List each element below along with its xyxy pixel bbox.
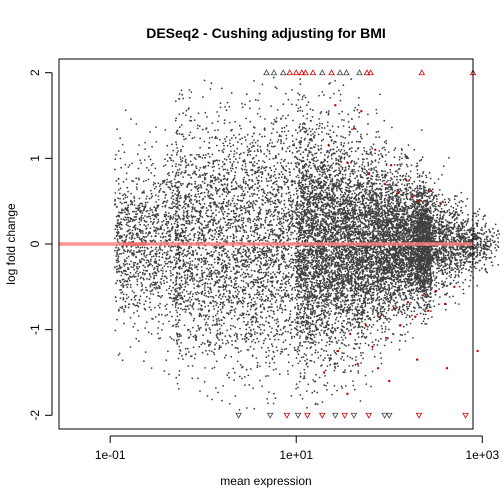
clipped-top-marker [363,69,371,76]
significant-point [421,294,424,297]
significant-point [374,148,377,151]
y-tick-label: 2 [28,69,42,76]
significant-point [386,337,389,340]
clipped-bottom-marker [294,412,302,419]
clipped-top-marker [263,69,270,76]
clipped-bottom-marker [365,412,373,419]
y-tick-label: 1 [28,155,42,162]
significant-point [346,392,349,396]
significant-point [406,301,410,304]
clipped-top-marker [328,69,335,76]
significant-point [388,379,391,383]
plot-frame [58,58,474,430]
x-tick-label: 1e+03 [465,448,499,462]
y-tick-label: -1 [28,324,42,335]
clipped-top-marker [343,69,350,76]
significant-point [443,302,447,306]
clipped-bottom-marker [385,412,393,419]
x-axis-label: mean expression [220,474,311,488]
significant-point [399,324,402,327]
significant-point [415,358,419,361]
clipped-bottom-marker [235,412,242,419]
nonsignificant-points [113,76,501,411]
clipped-top-marker [319,69,326,76]
clipped-bottom-marker [415,412,423,419]
significant-point [389,164,393,167]
chart-title: DESeq2 - Cushing adjusting for BMI [146,25,386,41]
clipped-bottom-marker [381,412,388,419]
clipped-top-marker [336,69,344,76]
y-axis: -2 -1 0 1 2 [28,69,53,421]
significant-point [383,182,386,186]
clipped-bottom-marker [332,412,339,419]
clipped-top-marker [298,69,306,76]
clipped-triangle-markers [235,69,477,419]
x-axis: 1e-01 1e+01 1e+03 [95,435,499,462]
clipped-top-marker [286,69,294,76]
significant-point [322,371,326,374]
clipped-top-marker [356,69,363,76]
clipped-top-marker [302,69,309,76]
significant-point [336,349,340,353]
clipped-top-marker [279,69,287,76]
clipped-top-marker [270,69,278,76]
significant-point [429,189,433,193]
significant-point [453,285,456,289]
clipped-bottom-marker [350,412,358,419]
significant-point [392,307,396,310]
significant-point [371,345,374,348]
significant-point [427,309,430,313]
clipped-top-marker [309,69,317,76]
clipped-bottom-marker [341,412,348,419]
significant-point [360,110,363,113]
nonsignificant-points-path [113,76,501,411]
significant-point [404,178,408,181]
y-tick-label: 0 [28,240,42,247]
significant-point [439,201,442,205]
significant-point [376,366,380,370]
significant-point [445,366,449,370]
significant-point [356,362,359,366]
significant-point [327,144,330,147]
significant-point [378,315,382,319]
significant-point [364,324,368,327]
clipped-bottom-marker [283,412,291,419]
significant-point [346,161,349,164]
x-tick-label: 1e+01 [279,448,313,462]
significant-point [348,332,352,336]
clipped-top-marker [292,69,300,76]
significant-point [434,289,437,293]
y-tick-label: -2 [28,410,42,421]
clipped-bottom-marker [462,412,469,419]
clipped-bottom-marker [304,412,311,419]
significant-point [334,104,337,107]
clipped-bottom-marker [266,412,274,419]
clipped-bottom-marker [319,412,326,419]
significant-point [352,127,356,130]
clipped-top-marker [367,69,374,76]
significant-point [414,315,417,319]
x-tick-label: 1e-01 [95,448,126,462]
significant-point [476,349,479,353]
y-axis-label: log fold change [4,203,18,285]
significant-point [397,191,400,194]
significant-point [367,172,371,175]
clipped-top-marker [418,69,426,76]
significant-point [417,199,421,203]
significant-point [411,195,414,199]
